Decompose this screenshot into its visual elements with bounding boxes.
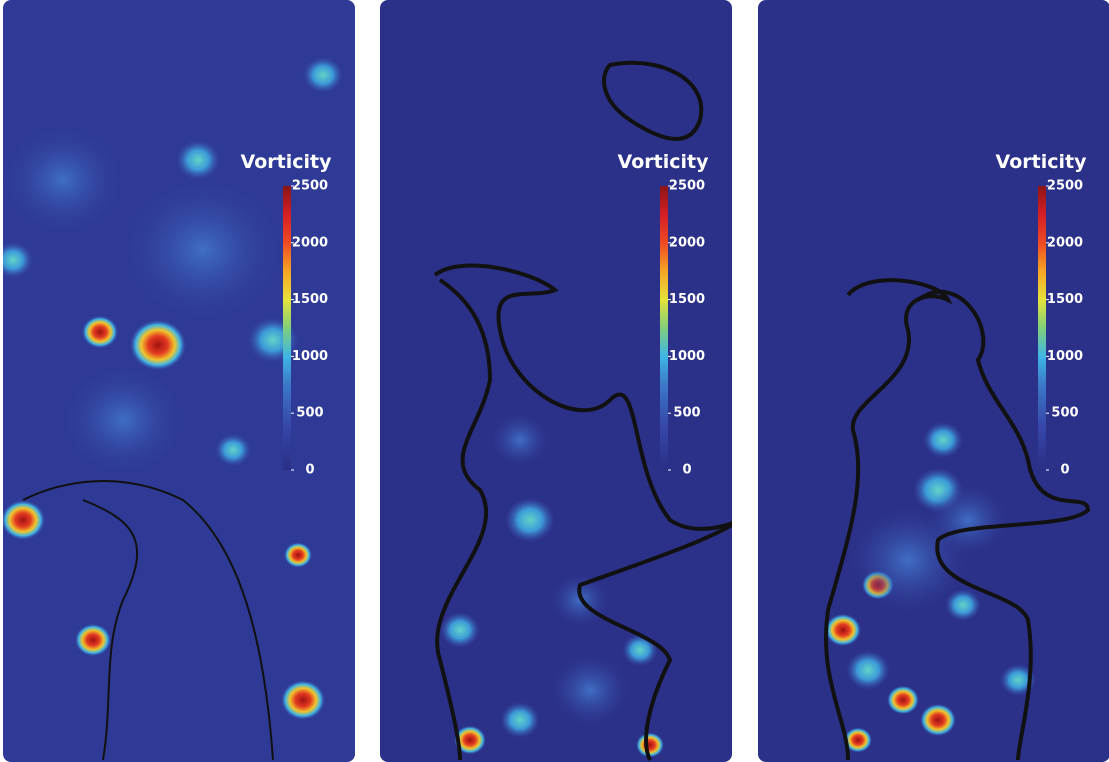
vortex [454,725,486,755]
panel: Vorticity 0 500 1000 1500 2000 2500 [3,0,355,762]
colorbar-tick-label: 1500 [1047,292,1083,307]
colorbar-tick-label: 0 [1060,463,1069,478]
vortex [3,500,45,540]
colorbar-title: Vorticity [241,151,333,173]
vortex [505,497,555,543]
colorbar-tick-label: 0 [682,463,691,478]
colorbar-title: Vorticity [618,151,710,173]
vortex [928,484,1008,556]
interface-curve [433,263,732,761]
vortex [887,685,919,715]
colorbar-tick-label: 2000 [1047,235,1083,250]
vortex [215,433,251,467]
vortex [550,654,630,726]
interface-curve [916,290,1091,761]
vortex [176,140,220,180]
interface-curve [82,499,139,761]
vortex [281,680,325,720]
colorbar-tick-label: 2500 [669,179,705,194]
field [3,0,355,762]
interface-curve [602,60,704,141]
vortex [920,703,956,737]
field [758,0,1109,762]
colorbar [1038,186,1046,470]
colorbar-title: Vorticity [996,151,1088,173]
colorbar-tick-label: 2500 [292,179,328,194]
vortex [846,650,890,690]
colorbar-tick-label: 500 [673,406,700,421]
colorbar-tick-label: 2000 [292,235,328,250]
field-background [380,0,732,762]
vortex [303,57,343,93]
field [380,0,732,762]
vortex [123,178,283,322]
vortex [3,126,123,234]
colorbar [660,186,668,470]
interface-curve [22,480,274,761]
vortex [284,542,312,568]
colorbar-tick-label: 500 [1051,406,1078,421]
colorbar-tick-label: 1500 [292,292,328,307]
vortex [500,702,540,738]
vortex [75,623,111,657]
vortex [844,727,872,753]
vortex [825,613,861,647]
colorbar-tick-label: 0 [305,463,314,478]
colorbar-tick-label: 500 [296,406,323,421]
vortex [63,366,183,474]
interface-curve [435,278,493,761]
interface-curve [823,278,953,761]
colorbar-tick-label: 2000 [669,235,705,250]
vortex [945,588,981,622]
vortex [440,612,480,648]
vortex [622,633,658,667]
vortex [82,315,118,349]
colorbar-tick-label: 1000 [669,349,705,364]
panel: Vorticity 0 500 1000 1500 2000 2500 [380,0,732,762]
vortex [130,319,186,371]
field-background [3,0,355,762]
vortex [636,732,664,758]
colorbar-tick-label: 1000 [292,349,328,364]
colorbar-tick-label: 1500 [669,292,705,307]
vortex [923,422,963,458]
colorbar-tick-label: 1000 [1047,349,1083,364]
vortex [3,242,33,278]
colorbar [283,186,291,470]
field-background [758,0,1109,762]
vortex [490,413,550,467]
colorbar-tick-label: 2500 [1047,179,1083,194]
panel: Vorticity 0 500 1000 1500 2000 2500 [758,0,1109,762]
